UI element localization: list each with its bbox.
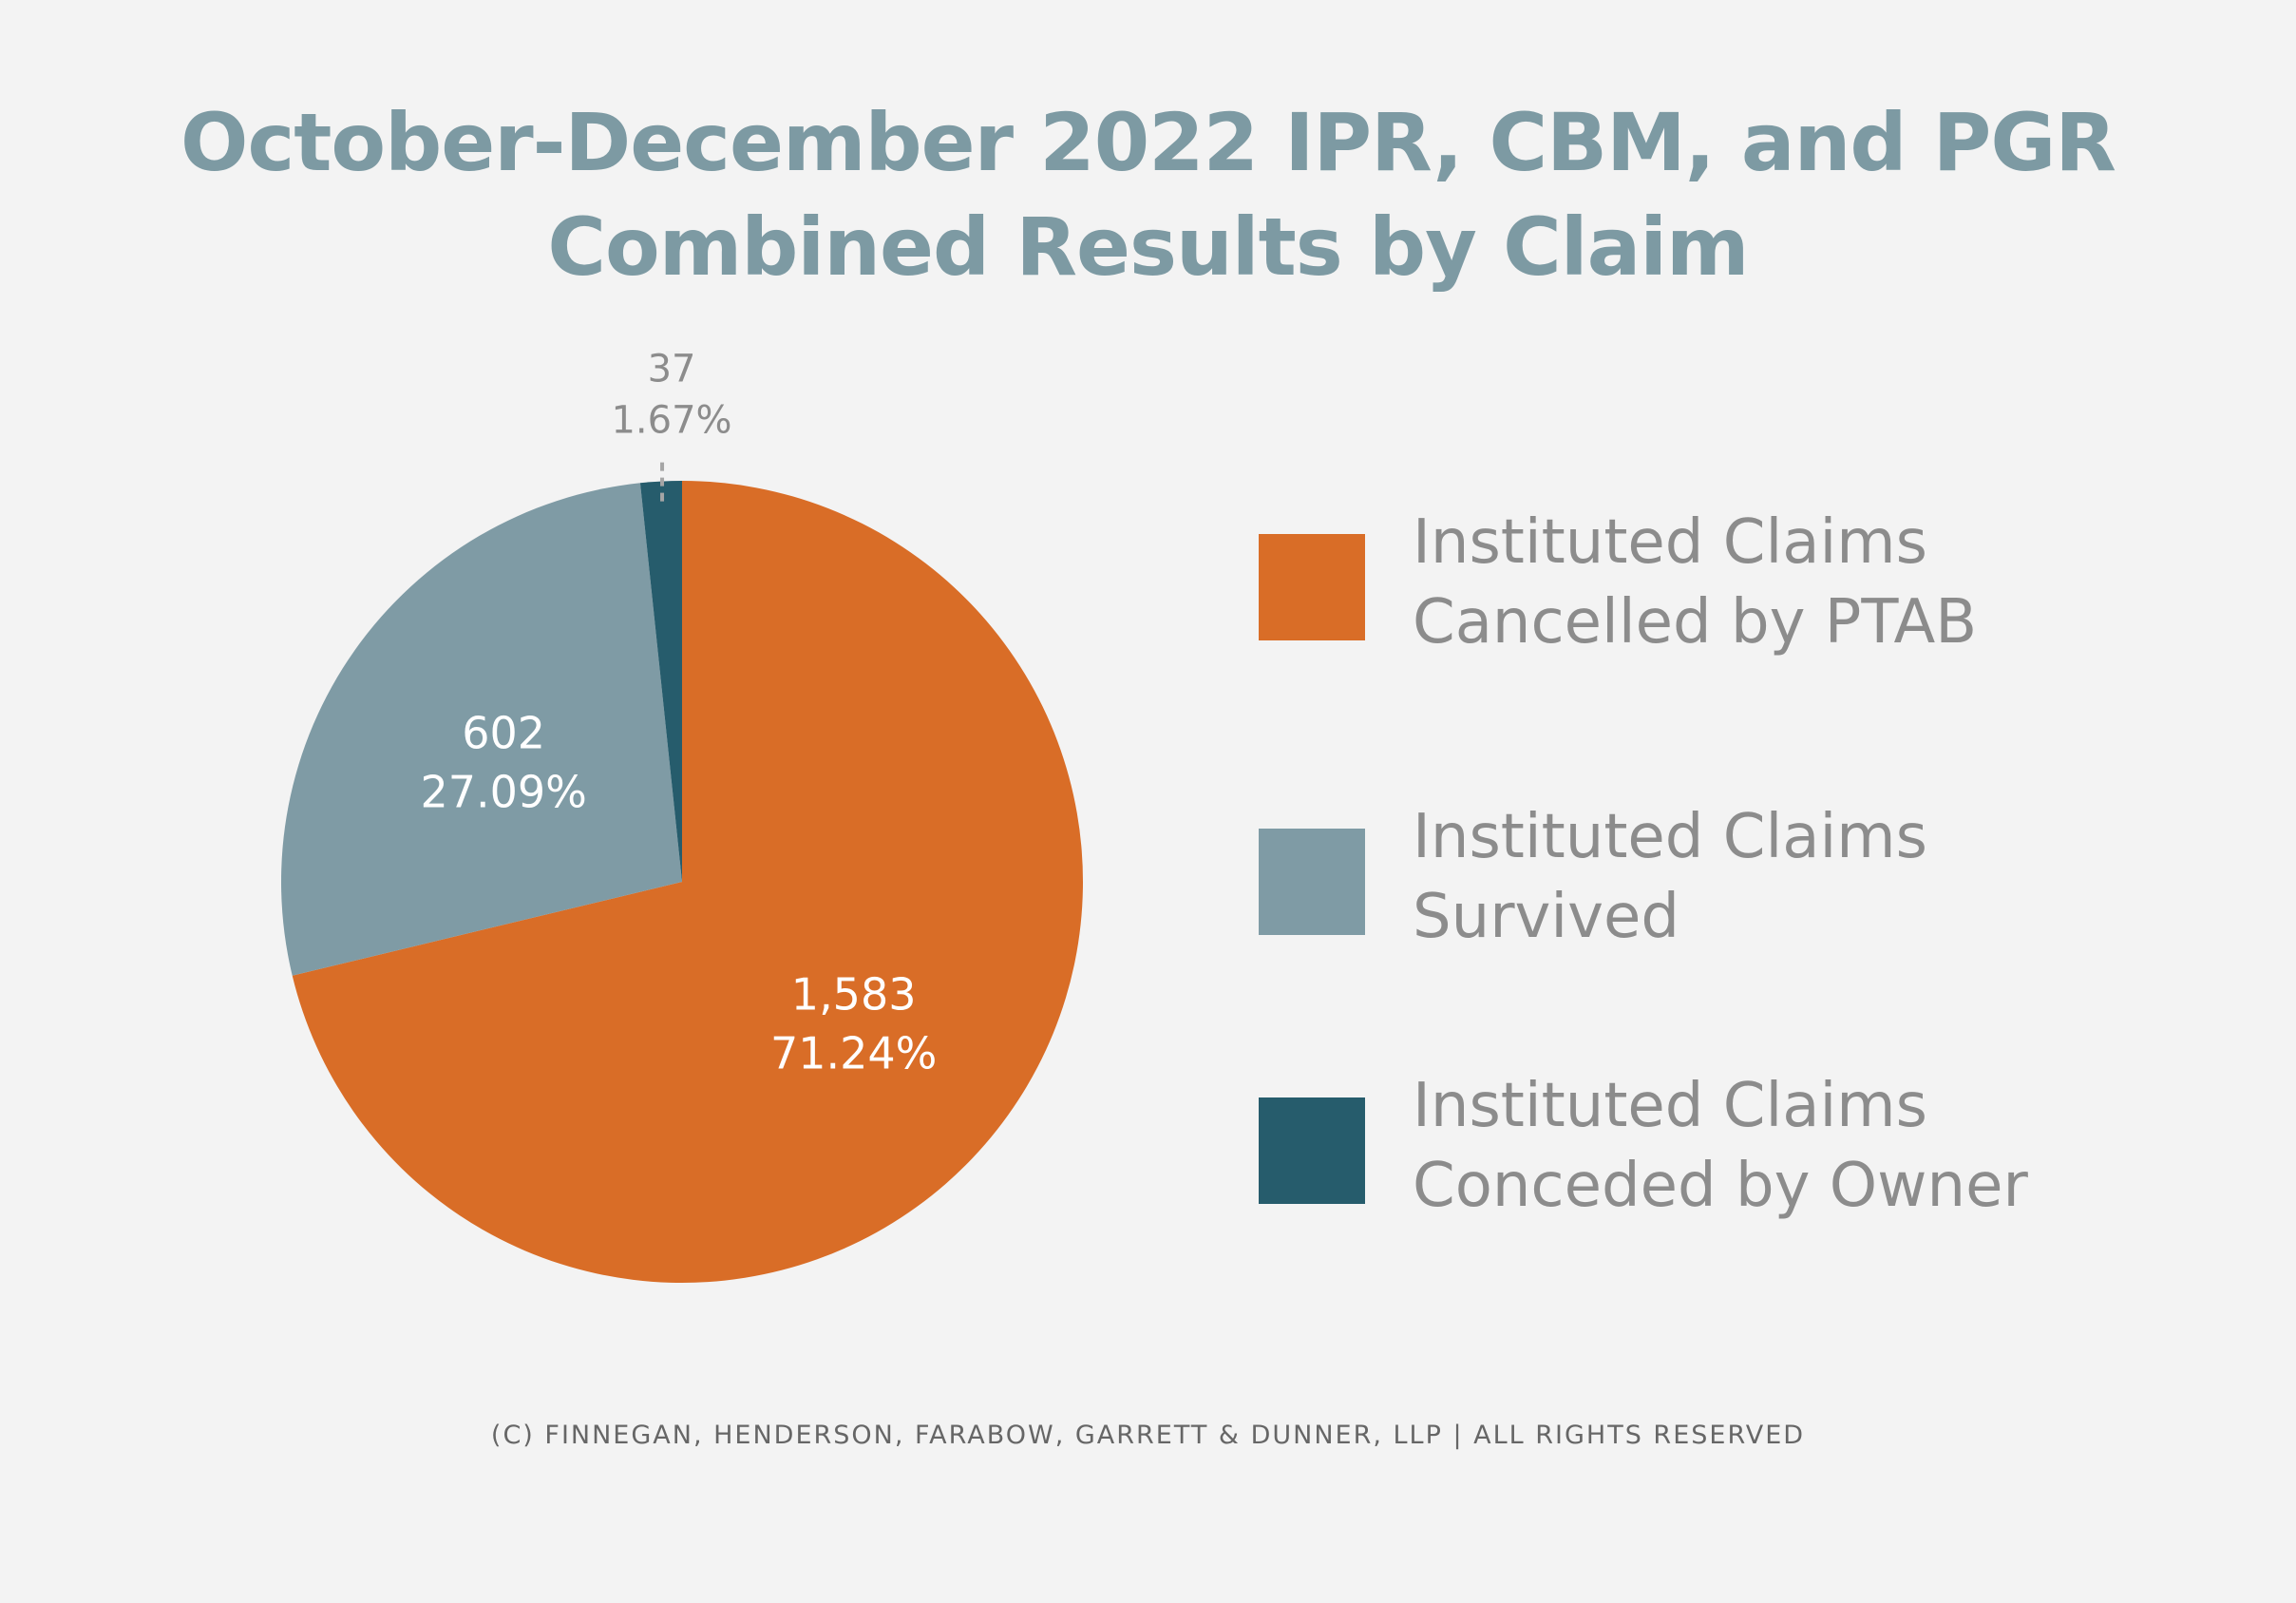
legend-label-conceded-line-1: Instituted Claims xyxy=(1413,1071,1927,1141)
pie-slice-conceded xyxy=(639,481,682,882)
pie-slice-survived xyxy=(280,483,682,976)
data-label-percent-conceded: 1.67% xyxy=(611,399,731,443)
copyright-footer: (C) FINNEGAN, HENDERSON, FARABOW, GARRET… xyxy=(490,1421,1806,1450)
legend-label-survived-line-1: Instituted Claims xyxy=(1413,802,1927,872)
data-label-value-cancelled: 1,583 xyxy=(791,968,917,1020)
data-label-percent-cancelled: 71.24% xyxy=(770,1027,937,1078)
data-label-percent-survived: 27.09% xyxy=(420,766,586,817)
legend-label-cancelled-line-1: Instituted Claims xyxy=(1413,507,1927,578)
legend-swatch-conceded xyxy=(1259,1097,1365,1204)
data-label-value-conceded: 37 xyxy=(648,348,696,391)
legend-swatch-survived xyxy=(1259,829,1365,935)
legend-label-cancelled-line-2: Cancelled by PTAB xyxy=(1413,587,1978,658)
legend-label-conceded-line-2: Conceded by Owner xyxy=(1413,1151,2028,1221)
pie-labels: 1,583 71.24% 602 27.09% 37 1.67% xyxy=(420,348,937,1079)
chart-title-line-1: October-December 2022 IPR, CBM, and PGR xyxy=(180,96,2116,189)
data-label-value-survived: 602 xyxy=(462,707,545,758)
legend-label-survived-line-2: Survived xyxy=(1413,882,1680,952)
pie-slice-cancelled xyxy=(292,481,1083,1283)
chart-title-line-2: Combined Results by Claim xyxy=(547,200,1749,294)
legend-swatch-cancelled xyxy=(1259,534,1365,640)
pie-slices xyxy=(280,481,1083,1283)
